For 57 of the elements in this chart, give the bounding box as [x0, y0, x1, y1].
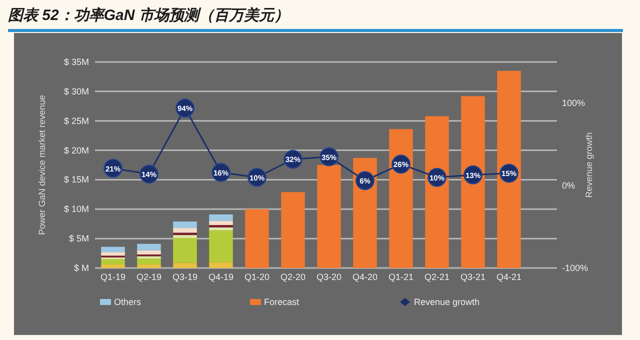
bar	[101, 259, 125, 264]
x-tick-label: Q2-19	[136, 272, 162, 282]
x-tick-label: Q2-20	[280, 272, 306, 282]
bar	[173, 228, 197, 233]
y2-axis-title: Revenue growth	[584, 132, 594, 198]
bar	[209, 230, 233, 262]
bar	[137, 244, 161, 250]
bar	[101, 246, 125, 252]
x-tick-label: Q3-20	[316, 272, 342, 282]
y-tick-label: $ 15M	[64, 174, 89, 185]
y2-tick-label: -100%	[562, 263, 588, 273]
bar	[137, 250, 161, 254]
bar	[101, 252, 125, 256]
bar	[389, 129, 413, 268]
x-tick-label: Q4-20	[352, 272, 378, 282]
y-tick-label: $ 30M	[64, 86, 89, 96]
bar	[245, 209, 269, 268]
bar	[209, 262, 233, 268]
bar	[173, 262, 197, 268]
y-tick-label: $ 35M	[64, 57, 89, 67]
x-tick-label: Q4-19	[208, 272, 234, 282]
legend-label: Forecast	[264, 297, 300, 307]
x-tick-label: Q1-19	[100, 272, 126, 282]
y-tick-label: $ 20M	[64, 145, 89, 156]
bar	[209, 214, 233, 221]
bar	[101, 264, 125, 268]
bar	[317, 165, 341, 268]
bar	[353, 158, 377, 268]
x-tick-label: Q3-19	[172, 272, 198, 282]
bar	[173, 222, 197, 228]
bar	[173, 232, 197, 236]
y2-tick-label: 0%	[562, 180, 576, 191]
y-tick-label: $ M	[74, 263, 89, 273]
x-tick-label: Q1-20	[244, 272, 270, 282]
bar	[137, 256, 161, 259]
y-tick-label: $ 5M	[68, 234, 89, 244]
x-tick-label: Q3-21	[460, 272, 486, 282]
chart-title: 图表 52：功率GaN 市场预测（百万美元）	[8, 6, 289, 24]
bar	[425, 116, 449, 268]
bar	[461, 96, 485, 268]
y-tick-label: $ 25M	[64, 116, 89, 126]
bar	[497, 70, 521, 268]
y-tick-label: $ 10M	[64, 204, 89, 214]
x-tick-label: Q2-21	[424, 272, 450, 282]
bar	[209, 220, 233, 226]
legend-label: Others	[114, 297, 142, 307]
x-tick-label: Q1-21	[388, 272, 414, 282]
y2-tick-label: 100%	[562, 98, 586, 108]
bar	[209, 227, 233, 230]
y-axis-title: Power GaN device market revenue	[37, 94, 47, 236]
bar	[173, 235, 197, 238]
x-tick-label: Q4-21	[496, 272, 522, 282]
bar	[173, 238, 197, 263]
bar	[137, 258, 161, 264]
bar	[281, 192, 305, 268]
bar	[137, 264, 161, 268]
legend-label: Revenue growth	[414, 297, 480, 307]
